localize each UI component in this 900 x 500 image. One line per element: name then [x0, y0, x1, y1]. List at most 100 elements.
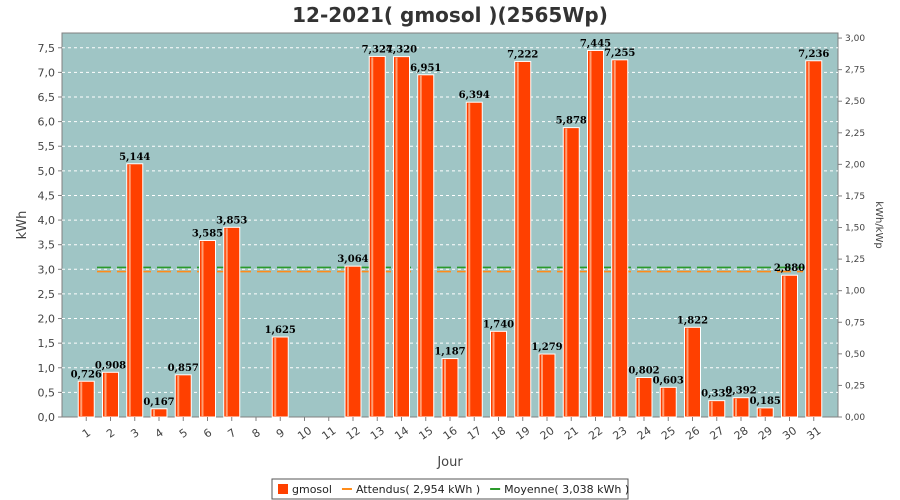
x-tick-label: 4 [153, 426, 166, 441]
bars-group [77, 49, 823, 418]
data-label: 0,726 [71, 369, 102, 380]
bar-highlight [759, 408, 762, 416]
bar-highlight [492, 332, 495, 416]
x-tick-label: 3 [128, 426, 141, 441]
data-label: 0,802 [628, 366, 659, 377]
y2-tick-label: 2,75 [845, 66, 865, 76]
bar-highlight [589, 51, 592, 416]
y-tick-label: 4,5 [38, 189, 56, 202]
y-tick-label: 4,0 [38, 214, 56, 227]
y-tick-label: 5,5 [38, 140, 56, 153]
data-label: 7,324 [362, 44, 393, 55]
x-tick-label: 20 [538, 424, 557, 443]
y-tick-label: 3,5 [38, 239, 56, 252]
x-tick-label: 27 [708, 424, 727, 443]
y-tick-label: 6,5 [38, 91, 56, 104]
x-tick-label: 28 [732, 424, 751, 443]
x-axis-label: Jour [436, 455, 463, 470]
data-label: 6,394 [459, 90, 490, 101]
bar-highlight [347, 267, 349, 416]
data-label: 5,878 [556, 116, 587, 127]
reference-lines [97, 266, 803, 273]
legend-box [271, 478, 629, 500]
data-label: 2,880 [774, 263, 805, 274]
bar-highlight [710, 401, 713, 416]
data-label: 7,222 [507, 49, 538, 60]
legend: gmosol Attendus( 2,954 kWh ) Moyenne( 3,03… [271, 478, 629, 500]
y-axis-label: kWh [15, 211, 30, 240]
bar-highlight [201, 241, 204, 416]
bar-highlight [638, 378, 640, 416]
y2-tick-label: 1,50 [845, 224, 865, 234]
x-tick-label: 17 [465, 424, 484, 443]
legend-label: Attendus( 2,954 kWh ) [356, 483, 480, 496]
data-label: 0,392 [725, 386, 756, 397]
x-tick-label: 8 [250, 426, 263, 441]
y2-tick-label: 1,25 [845, 255, 865, 265]
bar-highlight [225, 228, 228, 416]
y-tick-label: 2,5 [38, 288, 56, 301]
data-label: 1,279 [531, 342, 562, 353]
y-tick-label: 3,0 [38, 263, 56, 276]
legend-swatch [278, 484, 288, 494]
x-tick-label: 16 [441, 424, 460, 443]
y-tick-label: 6,0 [38, 116, 56, 129]
data-label: 0,603 [653, 375, 684, 386]
bar-highlight [104, 373, 107, 416]
y2-tick-label: 0,00 [845, 413, 865, 423]
chart-title: 12-2021( gmosol )(2565Wp) [292, 3, 608, 27]
data-label: 7,445 [580, 38, 611, 49]
data-label: 6,951 [410, 63, 441, 74]
bar-highlight [565, 128, 568, 417]
bar-highlight [468, 103, 471, 417]
y2-tick-label: 0,50 [845, 350, 865, 360]
x-tick-label: 10 [295, 424, 314, 443]
x-tick-label: 24 [635, 424, 654, 443]
bar-highlight [371, 57, 374, 417]
x-tick-label: 14 [392, 424, 411, 443]
y2-tick-label: 1,00 [845, 287, 865, 297]
y2-tick-label: 2,25 [845, 129, 865, 139]
y2-tick-label: 3,00 [845, 34, 865, 44]
bar-highlight [128, 164, 131, 416]
x-tick-label: 30 [780, 424, 799, 443]
data-label: 5,144 [119, 152, 150, 163]
bar-highlight [613, 60, 616, 416]
x-tick-label: 22 [586, 424, 605, 443]
data-label: 7,320 [386, 45, 417, 56]
data-label: 0,857 [168, 363, 199, 374]
bar-highlight [153, 409, 155, 416]
data-label: 1,625 [265, 325, 296, 336]
x-tick-label: 13 [368, 424, 387, 443]
x-tick-label: 18 [489, 424, 508, 443]
y-tick-label: 1,0 [38, 362, 56, 375]
bar-highlight [395, 57, 398, 416]
y-tick-label: 7,5 [38, 42, 56, 55]
data-label: 0,908 [95, 360, 126, 371]
bar-highlight [807, 61, 810, 417]
y2-axis-ticks: 0,00 0,25 0,50 0,75 1,00 1,25 1,50 1,75 2,00 2,25… [838, 34, 865, 423]
bar-highlight [516, 62, 519, 416]
y2-tick-label: 0,25 [845, 381, 865, 391]
data-label: 1,740 [483, 319, 514, 330]
bar-highlight [735, 398, 737, 416]
bar-highlight [274, 338, 277, 416]
y-tick-label: 2,0 [38, 313, 56, 326]
bar-highlight [177, 375, 180, 416]
y-tick-label: 0,0 [38, 411, 56, 424]
x-tick-label: 31 [805, 424, 824, 443]
y2-tick-label: 2,00 [845, 160, 865, 170]
x-tick-label: 15 [417, 424, 436, 443]
legend-label: gmosol [292, 483, 332, 496]
data-label: 3,585 [192, 229, 223, 240]
y-tick-label: 7,0 [38, 66, 56, 79]
bar-highlight [541, 355, 543, 416]
data-label: 3,064 [337, 254, 368, 265]
data-label: 1,187 [434, 347, 465, 358]
x-tick-label: 7 [225, 426, 238, 441]
y2-tick-label: 2,50 [845, 97, 865, 107]
data-label: 7,255 [604, 48, 635, 59]
